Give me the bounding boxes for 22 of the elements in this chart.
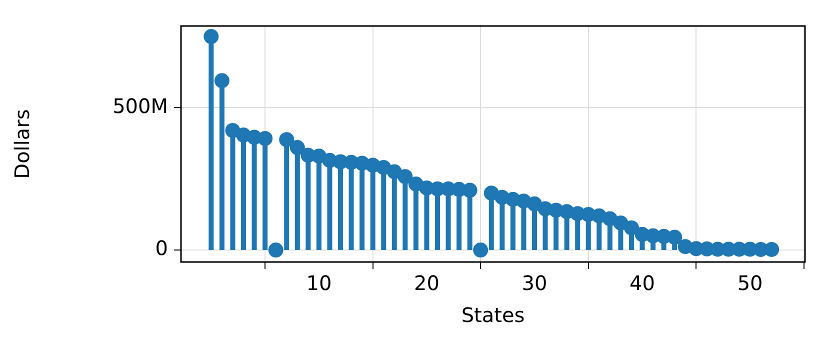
- point: [462, 182, 478, 198]
- point: [398, 169, 413, 184]
- x-tick-label: 30: [522, 271, 548, 296]
- point: [290, 140, 305, 156]
- point: [214, 73, 230, 88]
- x-tick-label: 20: [414, 271, 440, 296]
- x-tick-label: 10: [306, 271, 332, 296]
- point: [624, 220, 639, 236]
- point: [667, 230, 682, 245]
- point: [526, 196, 542, 212]
- point: [279, 132, 294, 148]
- point: [473, 242, 488, 258]
- y-axis-title: Dollars: [10, 109, 34, 179]
- y-tick-label: 0: [155, 236, 168, 260]
- x-tick-label: 40: [630, 271, 655, 296]
- point: [258, 130, 273, 146]
- point: [204, 29, 219, 44]
- point: [268, 242, 284, 258]
- x-axis-title: States: [461, 303, 525, 328]
- x-tick-label: 50: [737, 271, 763, 296]
- y-tick-label: 500M: [112, 94, 168, 118]
- point: [764, 242, 780, 257]
